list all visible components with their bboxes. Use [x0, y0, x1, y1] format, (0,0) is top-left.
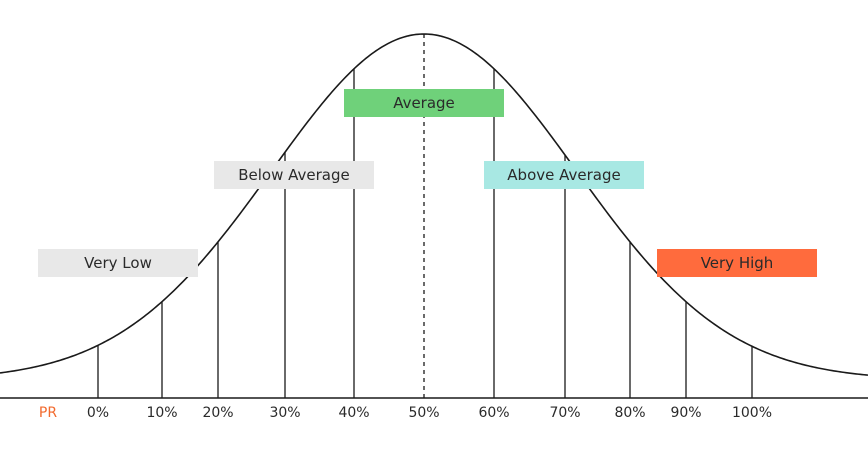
category-below-average: Below Average	[214, 161, 374, 189]
tick-label-50: 50%	[408, 405, 440, 421]
tick-label-40: 40%	[338, 405, 370, 421]
category-below-average-label: Below Average	[238, 166, 350, 184]
tick-label-30: 30%	[269, 405, 301, 421]
category-average-label: Average	[393, 94, 455, 112]
tick-label-60: 60%	[478, 405, 510, 421]
tick-label-90: 90%	[670, 405, 702, 421]
tick-label-80: 80%	[614, 405, 646, 421]
pr-axis-title: PR	[38, 405, 58, 421]
tick-label-0: 0%	[86, 405, 110, 421]
tick-label-10: 10%	[146, 405, 178, 421]
category-above-average: Above Average	[484, 161, 644, 189]
tick-label-70: 70%	[549, 405, 581, 421]
category-very-high: Very High	[657, 249, 817, 277]
bell-curve	[0, 33, 868, 376]
category-above-average-label: Above Average	[507, 166, 621, 184]
tick-label-100: 100%	[731, 405, 773, 421]
category-very-low-label: Very Low	[84, 254, 152, 272]
category-very-low: Very Low	[38, 249, 198, 277]
category-average: Average	[344, 89, 504, 117]
tick-label-20: 20%	[202, 405, 234, 421]
category-very-high-label: Very High	[700, 254, 774, 272]
